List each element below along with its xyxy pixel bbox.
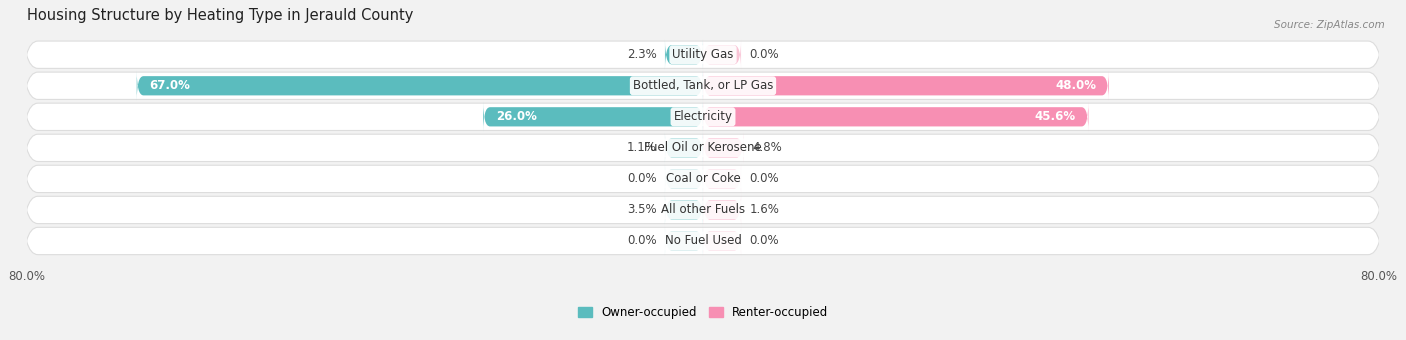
FancyBboxPatch shape: [22, 137, 1384, 221]
Text: 3.5%: 3.5%: [627, 203, 657, 217]
Text: All other Fuels: All other Fuels: [661, 203, 745, 217]
Text: 48.0%: 48.0%: [1054, 79, 1097, 92]
Text: 4.8%: 4.8%: [752, 141, 782, 154]
FancyBboxPatch shape: [665, 164, 703, 194]
Text: 26.0%: 26.0%: [496, 110, 537, 123]
Text: Bottled, Tank, or LP Gas: Bottled, Tank, or LP Gas: [633, 79, 773, 92]
FancyBboxPatch shape: [665, 195, 703, 225]
Text: 0.0%: 0.0%: [749, 172, 779, 185]
Text: No Fuel Used: No Fuel Used: [665, 235, 741, 248]
FancyBboxPatch shape: [703, 102, 1088, 132]
Text: Electricity: Electricity: [673, 110, 733, 123]
FancyBboxPatch shape: [703, 39, 741, 70]
FancyBboxPatch shape: [665, 226, 703, 256]
FancyBboxPatch shape: [22, 44, 1384, 128]
FancyBboxPatch shape: [136, 71, 703, 101]
Text: 1.1%: 1.1%: [627, 141, 657, 154]
Text: Fuel Oil or Kerosene: Fuel Oil or Kerosene: [644, 141, 762, 154]
Text: 1.6%: 1.6%: [749, 203, 779, 217]
Text: 0.0%: 0.0%: [749, 48, 779, 61]
Text: 0.0%: 0.0%: [627, 172, 657, 185]
FancyBboxPatch shape: [22, 13, 1384, 97]
Text: Source: ZipAtlas.com: Source: ZipAtlas.com: [1274, 20, 1385, 30]
FancyBboxPatch shape: [22, 168, 1384, 252]
FancyBboxPatch shape: [22, 199, 1384, 283]
Text: 0.0%: 0.0%: [627, 235, 657, 248]
Text: 0.0%: 0.0%: [749, 235, 779, 248]
Text: 45.6%: 45.6%: [1035, 110, 1076, 123]
FancyBboxPatch shape: [665, 39, 703, 70]
FancyBboxPatch shape: [703, 164, 741, 194]
FancyBboxPatch shape: [484, 102, 703, 132]
Text: 2.3%: 2.3%: [627, 48, 657, 61]
FancyBboxPatch shape: [703, 226, 741, 256]
FancyBboxPatch shape: [703, 71, 1109, 101]
Legend: Owner-occupied, Renter-occupied: Owner-occupied, Renter-occupied: [572, 301, 834, 324]
FancyBboxPatch shape: [22, 106, 1384, 190]
Text: Coal or Coke: Coal or Coke: [665, 172, 741, 185]
Text: 67.0%: 67.0%: [149, 79, 190, 92]
FancyBboxPatch shape: [665, 133, 703, 163]
FancyBboxPatch shape: [703, 133, 744, 163]
FancyBboxPatch shape: [22, 74, 1384, 159]
Text: Housing Structure by Heating Type in Jerauld County: Housing Structure by Heating Type in Jer…: [27, 8, 413, 23]
FancyBboxPatch shape: [703, 195, 741, 225]
Text: Utility Gas: Utility Gas: [672, 48, 734, 61]
